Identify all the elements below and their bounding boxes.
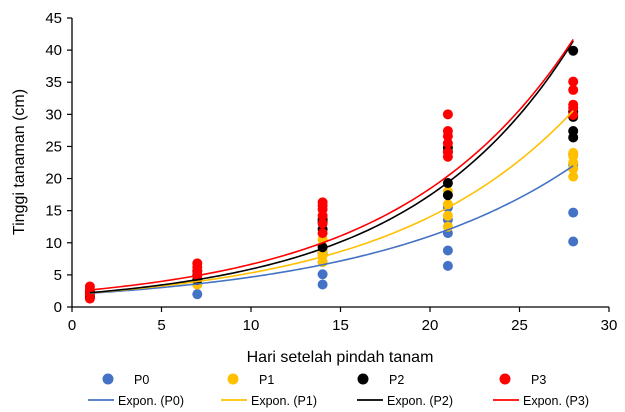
point-p3 bbox=[568, 76, 579, 87]
point-p3 bbox=[442, 109, 453, 120]
x-tick-label: 0 bbox=[68, 317, 76, 334]
trendline-p2 bbox=[89, 40, 574, 294]
trendline-p1 bbox=[89, 110, 574, 294]
point-p3 bbox=[317, 218, 328, 229]
point-p0 bbox=[568, 236, 579, 247]
y-tick-labels: 0 5 10 15 20 25 30 35 40 45 bbox=[45, 10, 72, 316]
legend-label-p3: P3 bbox=[531, 373, 546, 387]
legend-marker-p3 bbox=[499, 373, 511, 385]
y-axis-title: Tinggi tanaman (cm) bbox=[11, 89, 28, 235]
point-p0 bbox=[317, 279, 328, 290]
x-tick-labels: 0 5 10 15 20 25 30 bbox=[68, 307, 618, 334]
x-axis-title: Hari setelah pindah tanam bbox=[247, 349, 434, 366]
point-p3 bbox=[442, 126, 453, 137]
trendline-p0 bbox=[89, 165, 574, 295]
point-p0 bbox=[317, 269, 328, 280]
point-p0 bbox=[442, 245, 453, 256]
x-tick-label: 5 bbox=[157, 317, 165, 334]
point-p3 bbox=[317, 197, 328, 208]
point-p0 bbox=[568, 207, 579, 218]
y-tick-label: 25 bbox=[45, 138, 62, 155]
y-tick-label: 35 bbox=[45, 74, 62, 91]
trendline-p3 bbox=[89, 38, 574, 291]
x-tick-label: 10 bbox=[243, 317, 260, 334]
legend-label-p0: P0 bbox=[134, 373, 149, 387]
x-tick-label: 30 bbox=[601, 317, 618, 334]
point-p3 bbox=[442, 138, 453, 149]
point-p2 bbox=[568, 45, 579, 56]
point-p0 bbox=[442, 260, 453, 271]
y-tick-label: 15 bbox=[45, 203, 62, 220]
legend-label-p1: P1 bbox=[259, 373, 274, 387]
legend-marker-p0 bbox=[102, 373, 114, 385]
legend-trend-label-p2: Expon. (P2) bbox=[387, 394, 453, 408]
point-p3 bbox=[317, 228, 328, 239]
point-p3 bbox=[568, 84, 579, 95]
point-p3 bbox=[442, 147, 453, 158]
y-tick-label: 20 bbox=[45, 171, 62, 188]
axes bbox=[71, 18, 609, 308]
legend: P0 P1 P2 P3 Expon. (P0) Expon. (P1) Expon. (P2… bbox=[88, 373, 589, 408]
point-p1 bbox=[568, 171, 579, 182]
legend-marker-p1 bbox=[227, 373, 239, 385]
legend-label-p2: P2 bbox=[389, 373, 404, 387]
y-tick-label: 0 bbox=[54, 299, 62, 316]
x-tick-label: 15 bbox=[332, 317, 349, 334]
y-tick-label: 10 bbox=[45, 235, 62, 252]
legend-trend-label-p0: Expon. (P0) bbox=[118, 394, 184, 408]
plot-area bbox=[84, 38, 579, 304]
point-p2 bbox=[442, 190, 453, 201]
legend-marker-p2 bbox=[357, 373, 369, 385]
legend-trend-label-p1: Expon. (P1) bbox=[251, 394, 317, 408]
point-p1 bbox=[568, 147, 579, 158]
point-p1 bbox=[442, 210, 453, 221]
point-p3 bbox=[568, 99, 579, 110]
y-tick-label: 5 bbox=[54, 267, 62, 284]
y-tick-label: 40 bbox=[45, 42, 62, 59]
y-tick-label: 30 bbox=[45, 106, 62, 123]
legend-trend-label-p3: Expon. (P3) bbox=[523, 394, 589, 408]
x-tick-label: 20 bbox=[422, 317, 439, 334]
point-p0 bbox=[192, 289, 203, 300]
point-p3 bbox=[192, 258, 203, 269]
x-tick-label: 25 bbox=[511, 317, 528, 334]
y-tick-label: 45 bbox=[45, 10, 62, 27]
point-p2 bbox=[568, 126, 579, 137]
